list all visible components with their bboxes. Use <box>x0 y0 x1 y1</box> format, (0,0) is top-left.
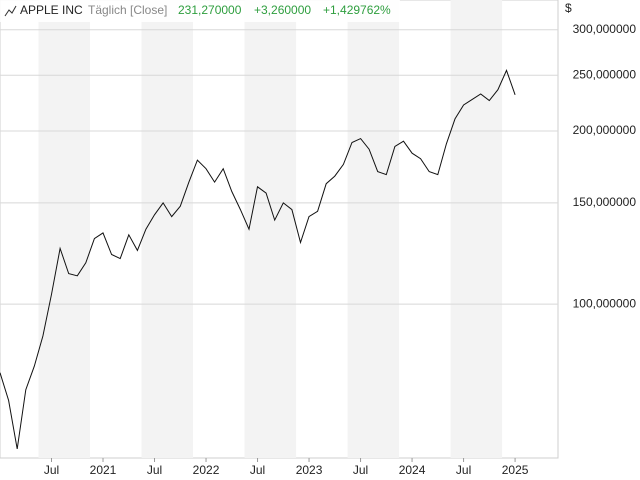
x-tick-label: Jul <box>250 463 265 477</box>
x-tick-label: Jul <box>147 463 162 477</box>
x-tick-label: 2025 <box>502 463 529 477</box>
x-tick-label: 2021 <box>90 463 117 477</box>
period-band <box>244 0 297 458</box>
x-tick-label: 2022 <box>193 463 220 477</box>
chart-subtitle: Täglich [Close] <box>88 3 167 17</box>
chart-title: APPLE INC <box>20 3 83 17</box>
y-tick-label: 150,000000 <box>573 195 637 209</box>
period-band <box>450 0 503 458</box>
period-band <box>347 0 400 458</box>
chart-icon <box>4 5 17 17</box>
y-tick-label: 100,000000 <box>573 296 637 310</box>
x-tick-label: Jul <box>353 463 368 477</box>
header-bg <box>0 0 400 22</box>
x-tick-label: 2024 <box>399 463 426 477</box>
y-tick-label: 200,000000 <box>573 123 637 137</box>
x-tick-label: Jul <box>456 463 471 477</box>
bands <box>38 0 503 458</box>
last-price: 231,270000 <box>178 3 242 17</box>
price-change: +3,260000 <box>254 3 311 17</box>
y-tick-label: 300,000000 <box>573 22 637 36</box>
x-tick-label: Jul <box>44 463 59 477</box>
y-axis-label: $ <box>565 1 572 15</box>
plot <box>0 69 516 449</box>
period-band <box>141 0 194 458</box>
grid <box>0 29 558 462</box>
y-tick-label: 250,000000 <box>573 67 637 81</box>
x-tick-label: 2023 <box>296 463 323 477</box>
period-band <box>38 0 91 458</box>
percent-change: +1,429762% <box>323 3 391 17</box>
price-line <box>0 69 516 449</box>
